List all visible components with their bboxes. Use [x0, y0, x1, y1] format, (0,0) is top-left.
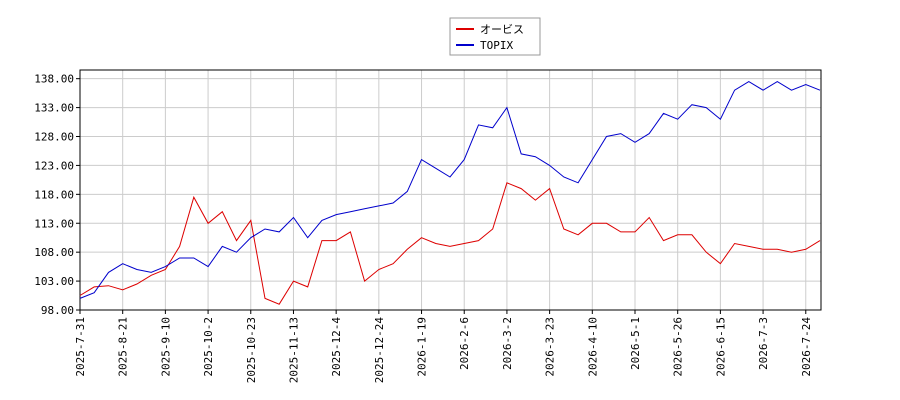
x-tick-label: 2025-11-13 [287, 317, 300, 383]
x-tick-label: 2026-6-15 [714, 317, 727, 377]
plot-area [80, 70, 821, 310]
x-tick-label: 2025-10-2 [202, 317, 215, 377]
x-tick-label: 2025-7-31 [74, 317, 87, 377]
y-tick-label: 138.00 [34, 73, 74, 86]
x-tick-label: 2025-12-4 [330, 317, 343, 377]
series-line [79, 81, 821, 299]
y-tick-label: 133.00 [34, 102, 74, 115]
y-tick-label: 108.00 [34, 246, 74, 259]
plot-frame [79, 69, 822, 311]
y-tick-label: 118.00 [34, 188, 74, 201]
x-tick-label: 2025-10-23 [245, 317, 258, 383]
legend-label: TOPIX [480, 39, 513, 52]
x-tick-label: 2025-9-10 [159, 317, 172, 377]
x-tick-label: 2026-1-19 [416, 317, 429, 377]
x-tick-label: 2026-3-23 [544, 317, 557, 377]
x-tick-label: 2026-4-10 [586, 317, 599, 377]
legend-box [449, 17, 541, 56]
x-tick-label: 2026-5-26 [672, 317, 685, 377]
y-tick-label: 123.00 [34, 159, 74, 172]
x-tick-label: 2026-7-24 [800, 317, 813, 377]
x-tick-label: 2026-2-6 [458, 317, 471, 370]
legend: オービス TOPIX [449, 17, 541, 56]
x-tick-label: 2026-7-3 [757, 317, 770, 370]
y-tick-label: 113.00 [34, 217, 74, 230]
x-tick-label: 2026-3-2 [501, 317, 514, 370]
legend-label: オービス [480, 23, 524, 36]
x-tick-label: 2025-8-21 [117, 317, 130, 377]
y-tick-label: 128.00 [34, 131, 74, 144]
x-tick-label: 2025-12-24 [373, 317, 386, 384]
series-line [79, 182, 821, 305]
x-tick-label: 2026-5-1 [629, 317, 642, 370]
y-tick-label: 98.00 [41, 304, 74, 317]
y-tick-label: 103.00 [34, 275, 74, 288]
